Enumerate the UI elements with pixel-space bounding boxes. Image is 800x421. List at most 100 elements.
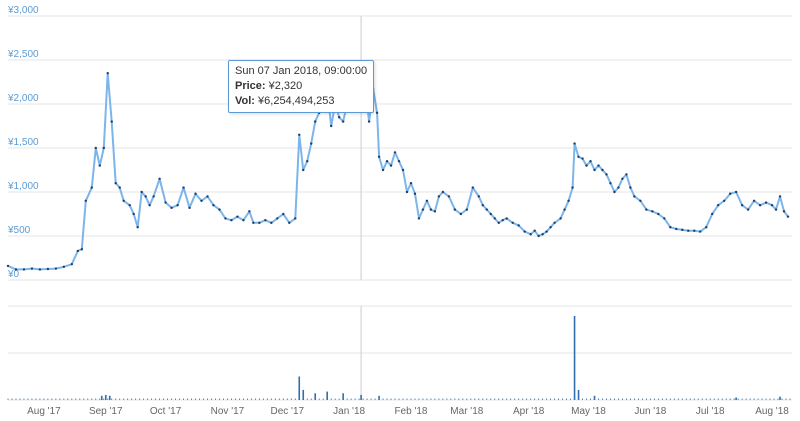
volume-bar-base xyxy=(757,398,759,400)
price-point xyxy=(94,146,97,150)
volume-bar xyxy=(298,376,301,400)
x-tick-label: Jul '18 xyxy=(696,406,725,417)
volume-bar-base xyxy=(147,398,149,400)
volume-bar xyxy=(342,393,344,400)
volume-bar-base xyxy=(203,398,204,400)
price-point xyxy=(224,217,227,220)
volume-bar-base xyxy=(167,398,168,400)
volume-bar-base xyxy=(83,398,85,400)
volume-bar-base xyxy=(19,398,21,400)
volume-bar-base xyxy=(566,398,567,400)
volume-bar-base xyxy=(55,398,57,400)
volume-bar-base xyxy=(630,398,631,400)
volume-bar-base xyxy=(610,398,611,400)
price-point xyxy=(114,182,117,185)
volume-bar xyxy=(302,389,305,400)
price-point xyxy=(617,186,620,189)
volume-bar-base xyxy=(626,398,627,400)
volume-bar-base xyxy=(634,398,635,400)
volume-bar-base xyxy=(278,398,280,400)
price-point xyxy=(639,199,642,202)
price-point xyxy=(122,199,125,202)
volume-bar-base xyxy=(115,398,117,400)
volume-bar-base xyxy=(63,398,65,400)
price-point xyxy=(621,177,624,180)
volume-bar-base xyxy=(769,398,771,400)
volume-bar-base xyxy=(262,398,264,400)
price-point xyxy=(375,111,379,115)
price-point xyxy=(294,217,297,220)
price-point xyxy=(314,120,317,123)
volume-bar-base xyxy=(781,398,783,400)
volume-bar-base xyxy=(127,398,129,400)
volume-bar-base xyxy=(39,398,41,400)
volume-bar-base xyxy=(498,398,500,400)
price-point xyxy=(711,212,714,216)
volume-bar-base xyxy=(602,398,603,400)
volume-bar xyxy=(360,394,362,400)
volume-bar-base xyxy=(530,398,532,400)
price-point xyxy=(337,116,341,119)
volume-bar-base xyxy=(717,398,719,400)
y-tick-label: ¥2,500 xyxy=(7,49,39,60)
volume-bar-base xyxy=(155,398,157,400)
volume-bar-base xyxy=(15,398,17,400)
volume-bar-base xyxy=(518,398,520,400)
price-point xyxy=(489,212,492,216)
price-point xyxy=(651,210,654,213)
x-tick-label: Mar '18 xyxy=(450,406,483,417)
volume-bar-base xyxy=(430,398,432,400)
price-point xyxy=(158,177,161,180)
volume-bar-base xyxy=(713,398,715,400)
volume-bar-base xyxy=(789,398,791,400)
price-point xyxy=(136,226,139,229)
volume-bar-base xyxy=(753,398,755,400)
price-point xyxy=(140,190,143,194)
y-tick-label: ¥0 xyxy=(7,269,20,280)
volume-bar-base xyxy=(466,398,468,400)
volume-bar-base xyxy=(725,398,727,400)
volume-bar-base xyxy=(598,398,599,400)
price-point xyxy=(425,199,429,202)
volume-bar-base xyxy=(282,398,284,400)
price-point xyxy=(429,208,433,211)
volume-bar-base xyxy=(382,398,384,400)
price-point xyxy=(144,195,147,198)
volume-bar-base xyxy=(470,398,472,400)
volume-bar-base xyxy=(67,398,69,400)
price-point xyxy=(80,248,84,251)
y-tick-label: ¥2,000 xyxy=(7,93,39,104)
volume-bar-base xyxy=(737,398,739,400)
volume-bar-base xyxy=(749,398,751,400)
volume-bar-base xyxy=(661,398,663,400)
volume-bar xyxy=(779,396,781,400)
volume-bar-base xyxy=(254,398,256,400)
price-point xyxy=(98,164,101,167)
price-point xyxy=(433,210,437,213)
price-point xyxy=(441,190,445,194)
volume-bar-base xyxy=(246,398,248,400)
volume-bar-base xyxy=(486,398,488,400)
tooltip-vol-value: ¥6,254,494,253 xyxy=(258,95,335,107)
volume-bar-base xyxy=(366,398,368,400)
volume-bar-base xyxy=(641,398,643,400)
volume-bar-base xyxy=(31,398,33,400)
price-point xyxy=(577,155,580,158)
volume-bar-base xyxy=(745,398,747,400)
volume-bar-base xyxy=(398,398,400,400)
volume-bar xyxy=(577,389,580,400)
price-point xyxy=(553,221,556,224)
price-point xyxy=(481,204,484,207)
y-tick-label: ¥500 xyxy=(7,225,31,236)
volume-bar xyxy=(104,394,107,400)
volume-bar-base xyxy=(207,398,208,400)
price-point xyxy=(537,234,540,238)
volume-bar-base xyxy=(446,398,448,400)
volume-bar-base xyxy=(250,398,252,400)
volume-bar-base xyxy=(43,398,45,400)
tooltip-title: Sun 07 Jan 2018, 09:00:00 xyxy=(235,65,368,77)
volume-bar-base xyxy=(582,398,583,400)
price-point xyxy=(657,212,660,216)
price-point xyxy=(106,72,109,75)
volume-bar-base xyxy=(107,398,109,400)
